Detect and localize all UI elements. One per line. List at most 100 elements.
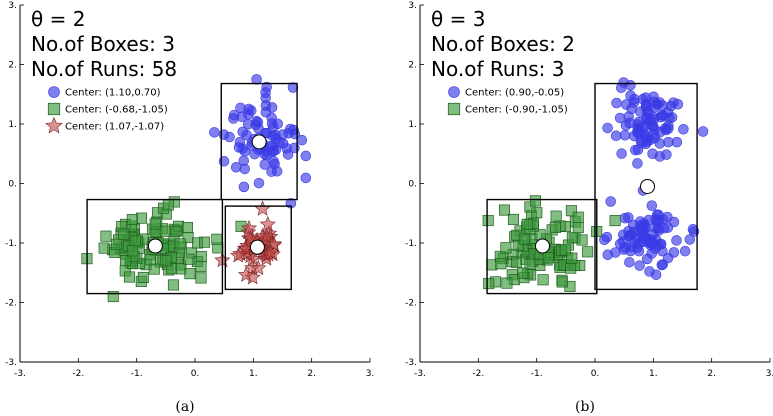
scatter-point <box>289 142 300 154</box>
scatter-point <box>266 166 277 177</box>
scatter-point <box>241 129 252 141</box>
scatter-point <box>605 196 616 207</box>
x-tick-label: -2. <box>472 369 484 379</box>
scatter-point <box>658 223 670 234</box>
scatter-point <box>537 274 549 286</box>
subplot-label: (a) <box>175 399 194 415</box>
scatter-point <box>636 231 648 242</box>
scatter-panel-b: -3.-2.-1.0.1.2.3.-3.-2.-1.0.1.2.3.θ = 3N… <box>405 1 773 415</box>
cluster-center <box>251 134 267 150</box>
cluster-box <box>224 205 292 291</box>
scatter-point <box>277 129 288 140</box>
y-tick-label: -2. <box>5 299 17 309</box>
scatter-point <box>111 238 123 250</box>
scatter-point <box>137 271 149 283</box>
scatter-point <box>635 106 646 117</box>
scatter-point <box>234 136 246 148</box>
scatter-point <box>195 272 207 284</box>
series-star <box>214 200 283 285</box>
y-tick-label: -3. <box>5 358 17 368</box>
scatter-point <box>559 244 571 256</box>
scatter-point <box>517 267 529 279</box>
scatter-point <box>510 256 523 268</box>
scatter-point <box>649 243 661 254</box>
legend-marker <box>45 116 63 134</box>
scatter-point <box>679 245 691 257</box>
scatter-point <box>639 130 651 142</box>
scatter-point <box>261 81 272 93</box>
scatter-point <box>100 230 112 242</box>
scatter-point <box>668 247 680 258</box>
cluster-center <box>640 178 655 194</box>
legend-entry: Center: (-0.90,-1.05) <box>465 105 568 116</box>
scatter-point <box>518 233 530 245</box>
scatter-point <box>602 122 613 134</box>
scatter-point <box>697 126 709 137</box>
cluster-box <box>594 82 698 291</box>
scatter-point <box>127 245 139 257</box>
legend: Center: (1.10,0.70) Center: (-0.68,-1.05)… <box>45 86 168 134</box>
scatter-point <box>282 149 294 160</box>
scatter-point <box>259 149 271 160</box>
legend-marker <box>48 86 60 98</box>
scatter-point <box>251 74 262 85</box>
scatter-point <box>565 205 577 217</box>
y-tick-label: 1. <box>8 120 17 130</box>
scatter-point <box>644 266 655 277</box>
scatter-point <box>262 244 279 260</box>
scatter-point <box>601 231 613 243</box>
scatter-point <box>209 127 220 138</box>
runs-count-label: No.of Runs: 3 <box>431 57 564 81</box>
scatter-point <box>148 263 160 275</box>
scatter-point <box>300 172 312 184</box>
x-tick-label: -1. <box>531 369 543 379</box>
y-tick-label: 0. <box>8 180 17 190</box>
scatter-point <box>107 291 119 303</box>
x-tick-label: -3. <box>14 369 26 379</box>
scatter-point <box>542 252 554 264</box>
y-tick-label: 3. <box>8 1 17 11</box>
scatter-point <box>633 124 644 135</box>
x-tick-label: 1. <box>249 369 258 379</box>
scatter-point <box>258 227 275 244</box>
scatter-point <box>495 258 507 270</box>
legend-entry: Center: (-0.68,-1.05) <box>65 105 168 116</box>
scatter-point <box>296 134 308 146</box>
y-tick-label: 2. <box>408 61 417 71</box>
legend-entry: Center: (0.90,-0.05) <box>465 88 564 99</box>
y-tick-label: 3. <box>408 1 417 11</box>
scatter-point <box>656 259 668 271</box>
x-tick-label: -3. <box>414 369 426 379</box>
scatter-point <box>566 232 578 244</box>
scatter-point <box>610 130 622 142</box>
scatter-point <box>277 138 289 149</box>
scatter-point <box>136 212 148 224</box>
scatter-point <box>623 225 634 237</box>
y-tick-label: -3. <box>405 358 417 368</box>
scatter-point <box>654 151 666 162</box>
scatter-point <box>144 254 156 266</box>
scatter-point <box>619 130 631 141</box>
scatter-point <box>565 262 577 274</box>
scatter-point <box>609 215 621 227</box>
scatter-point <box>218 156 230 167</box>
scatter-point <box>678 124 689 135</box>
scatter-point <box>648 121 659 132</box>
scatter-point <box>198 236 211 248</box>
scatter-point <box>664 112 675 124</box>
scatter-point <box>615 82 627 93</box>
y-tick-label: -1. <box>5 239 17 249</box>
x-tick-label: 3. <box>366 369 375 379</box>
scatter-point <box>170 225 182 237</box>
series-square <box>482 195 621 292</box>
scatter-point <box>629 93 640 105</box>
scatter-point <box>237 266 255 282</box>
scatter-point <box>646 200 658 211</box>
scatter-point <box>129 235 141 247</box>
theta-label: θ = 3 <box>431 7 485 31</box>
legend: Center: (0.90,-0.05) Center: (-0.90,-1.05… <box>447 86 568 116</box>
scatter-point <box>572 222 584 234</box>
scatter-point <box>228 109 240 121</box>
scatter-point <box>181 222 193 234</box>
